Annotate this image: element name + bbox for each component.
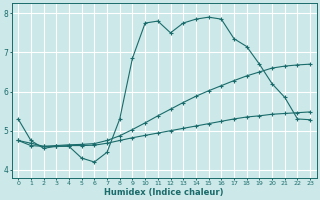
X-axis label: Humidex (Indice chaleur): Humidex (Indice chaleur) (104, 188, 224, 197)
